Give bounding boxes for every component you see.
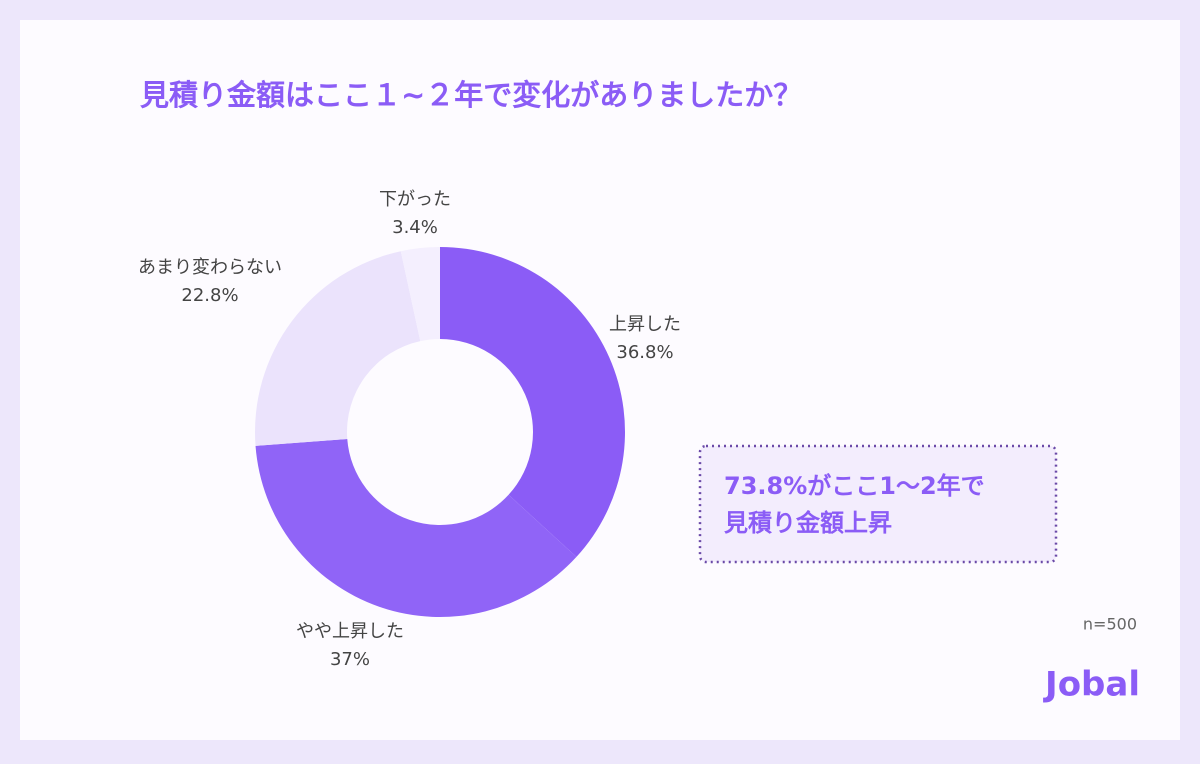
chart-title: 見積り金額はここ１~２年で変化がありましたか？ (140, 78, 802, 112)
slice-value-label: 3.4% (392, 217, 438, 238)
slice-label: やや上昇した (296, 621, 404, 642)
callout-box (698, 444, 1058, 564)
donut-slice (255, 439, 577, 617)
sample-note: n=500 (1083, 615, 1137, 634)
slice-label: あまり変わらない (138, 257, 282, 278)
logo: Jobal (1043, 665, 1140, 705)
slice-value-label: 22.8% (181, 285, 238, 306)
slice-value-label: 37% (330, 649, 370, 670)
callout-text: 73.8%がここ1〜2年で (724, 472, 985, 500)
callout-text: 見積り金額上昇 (724, 509, 892, 537)
donut-slice (400, 247, 440, 342)
donut-slice (440, 247, 626, 557)
slice-label: 上昇した (609, 314, 681, 335)
slice-value-label: 36.8% (616, 342, 673, 363)
donut-slice (255, 251, 421, 446)
slice-label: 下がった (379, 189, 451, 210)
